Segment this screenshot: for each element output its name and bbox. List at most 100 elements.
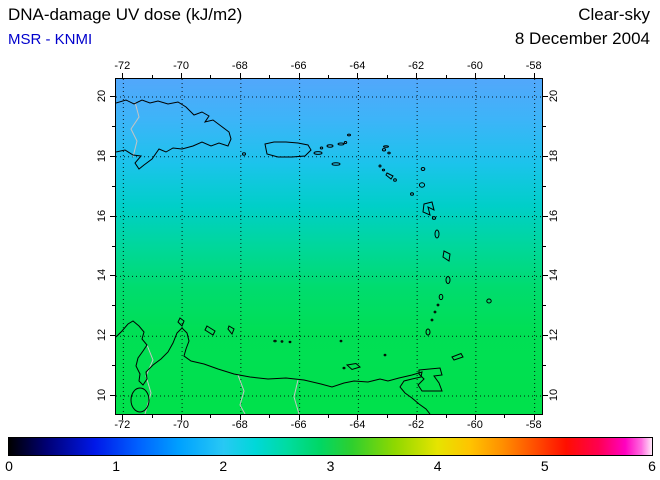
island-antigua [418,182,426,188]
border-venezuela-interior-2 [293,379,300,414]
lon-tickmark-top [504,75,506,78]
lat-tickmark-right [543,395,548,397]
island-grenadines-1 [436,303,440,307]
colorbar-tick-label: 5 [540,458,549,474]
source-label: MSR - KNMI [8,31,93,48]
lon-tick-label-top: -60 [466,60,483,72]
lat-tick-label-right: 10 [548,388,560,402]
lat-tick-label-left: 20 [96,89,108,103]
island-coche [342,366,346,370]
island-guadeloupe [422,201,435,216]
lat-tickmark-right [543,185,546,187]
island-tobago [451,352,464,361]
island-grenada [425,328,431,336]
island-st-barthelemy [387,151,391,155]
lat-tick-label-left: 14 [96,269,108,282]
lon-tickmark-top [328,75,329,78]
lat-tickmark-right [543,125,546,127]
lon-tickmark-top [445,75,447,78]
island-montserrat [410,192,414,196]
lon-tickmark-bottom [357,415,359,420]
lon-tickmark-bottom [239,415,241,420]
lon-tickmark-bottom [386,415,388,418]
island-st-vincent [438,293,444,301]
lon-tickmark-top [239,73,241,78]
lon-tickmark-top [416,73,418,78]
page-title: DNA-damage UV dose (kJ/m2) [8,5,243,24]
lon-tickmark-top [210,75,212,78]
lon-tickmark-bottom [533,415,535,420]
lat-tick-label-right: 12 [548,329,560,342]
lat-tickmark-right [543,275,548,277]
colorbar-tick-label: 2 [219,458,228,474]
lon-tick-label-top: -58 [525,60,542,72]
lat-tickmark-left [110,275,115,277]
grid-lines [116,79,542,414]
lat-tickmark-right [543,155,548,157]
lat-tick-label-right: 18 [548,149,560,162]
lon-tickmark-bottom [210,415,212,418]
sky-condition-label: Clear-sky [578,5,650,24]
island-st-eustatius [381,168,386,172]
island-st-croix [331,162,341,166]
lat-tickmark-right [543,305,546,307]
island-anguilla [383,145,389,148]
lon-tickmark-top [386,75,388,78]
island-vieques [313,151,323,155]
lon-tickmark-top [298,73,300,78]
island-anegada [347,133,351,137]
island-st-martin [381,148,387,152]
island-trinidad [417,367,443,392]
lat-tickmark-right [543,245,546,247]
map-canvas [116,79,542,414]
lon-tickmark-bottom [151,415,153,418]
lat-tickmark-left [110,395,115,397]
colorbar-tick-label: 1 [112,458,121,474]
island-los-roques-1 [273,339,277,343]
island-la-orchila [288,340,292,344]
map-plot-area [115,78,543,415]
lon-tick-label-bottom: -64 [349,419,366,431]
lon-tickmark-top [151,75,153,78]
lat-tickmark-right [543,215,548,217]
lat-tickmark-left [112,245,115,247]
island-culebra [319,146,324,150]
lon-tick-label-top: -68 [231,60,248,72]
coastline-hispaniola [116,99,232,170]
lon-tick-label-bottom: -72 [114,419,131,431]
lon-tickmark-top [357,73,359,78]
island-la-blanquilla [339,339,343,343]
island-marie-galante [431,216,437,220]
island-martinique [442,250,451,262]
lat-tick-label-left: 16 [96,209,108,222]
island-st-lucia [445,276,451,284]
lat-tick-label-right: 20 [548,89,560,103]
island-virgin-gorda [343,141,348,144]
island-st-thomas [326,144,334,148]
country-borders [130,101,300,414]
lon-tickmark-bottom [474,415,476,420]
lat-tick-label-right: 14 [548,269,560,282]
lat-tickmark-left [112,125,115,127]
colorbar-tick-label: 0 [5,458,13,474]
lon-tick-label-top: -62 [408,60,425,72]
lat-tickmark-left [110,95,115,97]
lat-tick-label-right: 16 [548,209,560,222]
lat-tickmark-right [543,95,548,97]
colorbar-tick-label: 6 [648,458,656,474]
lon-tick-label-top: -66 [290,60,307,72]
lon-tick-label-bottom: -62 [408,419,425,431]
lat-tick-label-left: 18 [96,149,108,162]
lat-tick-label-left: 10 [96,388,108,402]
lon-tickmark-bottom [416,415,418,420]
colorbar-tick-label: 3 [326,458,335,474]
coastline-south-america [116,320,431,414]
lon-tickmark-bottom [445,415,447,418]
lat-tick-label-left: 12 [96,329,108,342]
island-tortola [337,142,345,146]
lake-maracaibo [130,387,150,413]
border-venezuela-interior-1 [237,374,246,414]
lon-tickmark-bottom [328,415,329,418]
lon-tickmark-bottom [122,415,124,420]
